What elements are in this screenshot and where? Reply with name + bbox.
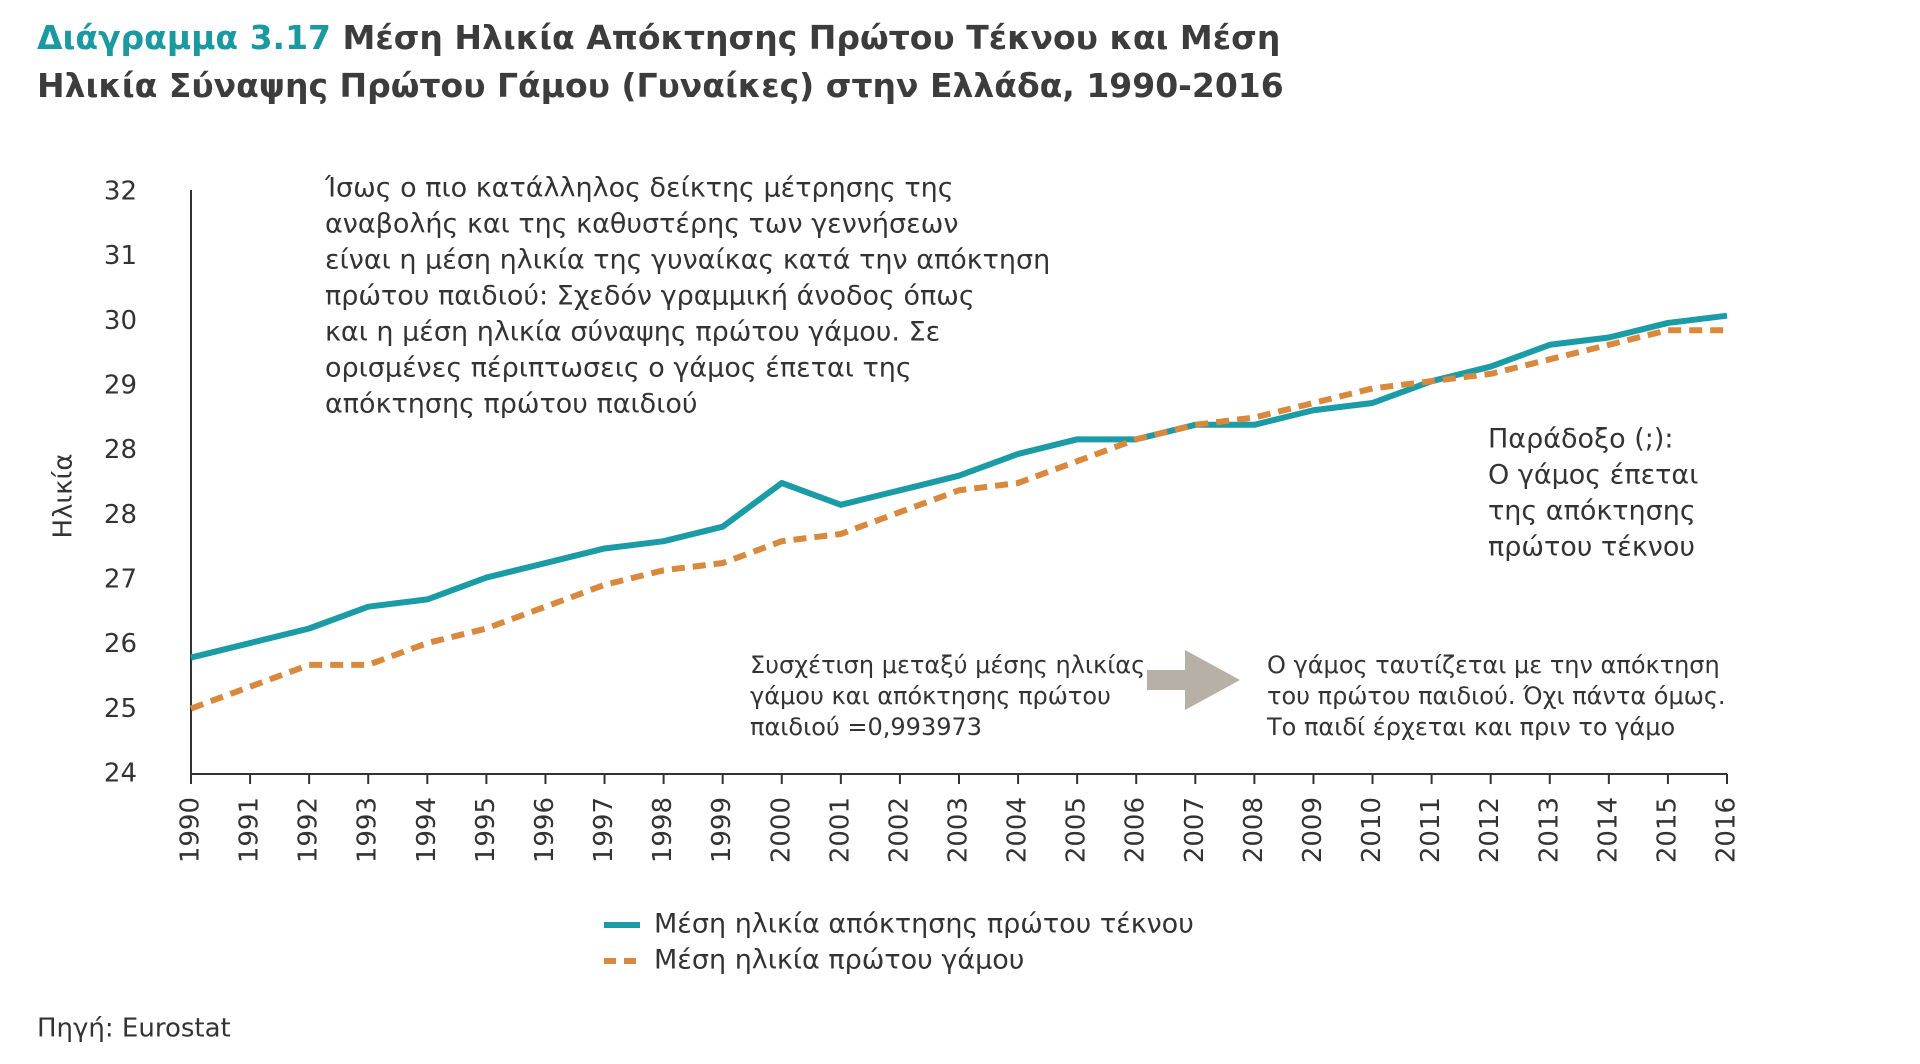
annotation: του πρώτου παιδιού. Όχι πάντα όμως. — [1267, 682, 1726, 710]
x-tick-label: 2009 — [1298, 797, 1328, 863]
title-text: Μέση Ηλικία Απόκτησης Πρώτου Τέκνου και … — [37, 18, 1284, 105]
x-tick-label: 1990 — [176, 797, 206, 863]
x-tick-label: 2012 — [1475, 797, 1505, 863]
arrow — [1147, 650, 1240, 710]
annotation: γάμου και απόκτησης πρώτου — [750, 682, 1111, 710]
x-tick-label: 1993 — [353, 797, 383, 863]
x-tick-label: 2003 — [944, 797, 974, 863]
x-tick-label: 2008 — [1239, 797, 1269, 863]
legend-label: Μέση ηλικία απόκτησης πρώτου τέκνου — [654, 909, 1194, 940]
y-tick-label: 31 — [104, 241, 137, 271]
x-tick-label: 1996 — [530, 797, 560, 863]
x-tick-label: 1995 — [471, 797, 501, 863]
x-tick-label: 1997 — [589, 797, 619, 863]
y-tick-label: 29 — [104, 371, 137, 401]
x-tick-label: 2002 — [884, 797, 914, 863]
x-tick-label: 2007 — [1180, 797, 1210, 863]
annotation: και η μέση ηλικία σύναψης πρώτου γάμου. … — [325, 317, 940, 348]
title-number: Διάγραμμα 3.17 — [37, 18, 331, 57]
x-tick-label: 2010 — [1357, 797, 1387, 863]
annotation: πρώτου παιδιού: Σχεδόν γραμμική άνοδος ό… — [325, 281, 975, 312]
x-tick-label: 2001 — [825, 797, 855, 863]
x-tick-label: 2011 — [1416, 797, 1446, 863]
x-tick-label: 2004 — [1003, 797, 1033, 863]
y-tick-label: 24 — [104, 759, 137, 789]
y-tick-label: 28 — [104, 500, 137, 530]
x-tick-label: 1992 — [294, 797, 324, 863]
annotation: της απόκτησης — [1488, 496, 1696, 527]
series-line — [189, 327, 1727, 712]
x-tick-label: 1999 — [707, 797, 737, 863]
x-tick-label: 1994 — [412, 797, 442, 863]
annotation: Ίσως ο πιο κατάλληλος δείκτης μέτρησης τ… — [324, 173, 954, 204]
x-tick-label: 2016 — [1712, 797, 1742, 863]
x-tick-label: 2015 — [1652, 797, 1682, 863]
x-tick-label: 1998 — [648, 797, 678, 863]
annotation: Ο γάμος έπεται — [1488, 460, 1698, 491]
x-tick-label: 1991 — [235, 797, 265, 863]
x-tick-label: 2013 — [1534, 797, 1564, 863]
annotation: πρώτου τέκνου — [1488, 532, 1695, 563]
chart-title: Διάγραμμα 3.17 Μέση Ηλικία Απόκτησης Πρώ… — [37, 14, 1397, 110]
annotation: Το παιδί έρχεται και πριν το γάμο — [1266, 713, 1675, 741]
annotation: είναι η μέση ηλικία της γυναίκας κατά τη… — [325, 245, 1050, 276]
y-tick-label: 25 — [104, 694, 137, 724]
annotation: ορισμένες πέριπτωσεις ο γάμος έπεται της — [325, 353, 912, 384]
y-tick-label: 27 — [104, 564, 137, 594]
legend-label: Μέση ηλικία πρώτου γάμου — [654, 945, 1024, 976]
source: Πηγή: Eurostat — [37, 1014, 231, 1044]
x-tick-label: 2000 — [766, 797, 796, 863]
x-tick-label: 2006 — [1121, 797, 1151, 863]
annotation: παιδιού =0,993973 — [750, 713, 982, 741]
annotation: Συσχέτιση μεταξύ μέσης ηλικίας — [750, 651, 1145, 679]
y-tick-label: 26 — [104, 629, 137, 659]
annotation: Παράδοξο (;): — [1488, 424, 1674, 455]
x-tick-label: 2005 — [1062, 797, 1092, 863]
y-axis-label: Ηλικία — [49, 454, 79, 539]
y-tick-label: 30 — [104, 306, 137, 336]
x-tick-label: 2014 — [1593, 797, 1623, 863]
y-tick-label: 28 — [104, 435, 137, 465]
annotation: απόκτησης πρώτου παιδιού — [325, 389, 697, 420]
annotation: αναβολής και της καθυστέρης των γεννήσεω… — [325, 209, 958, 240]
series-line — [190, 312, 1728, 661]
annotation: Ο γάμος ταυτίζεται με την απόκτηση — [1267, 651, 1720, 679]
y-tick-label: 32 — [104, 177, 137, 207]
